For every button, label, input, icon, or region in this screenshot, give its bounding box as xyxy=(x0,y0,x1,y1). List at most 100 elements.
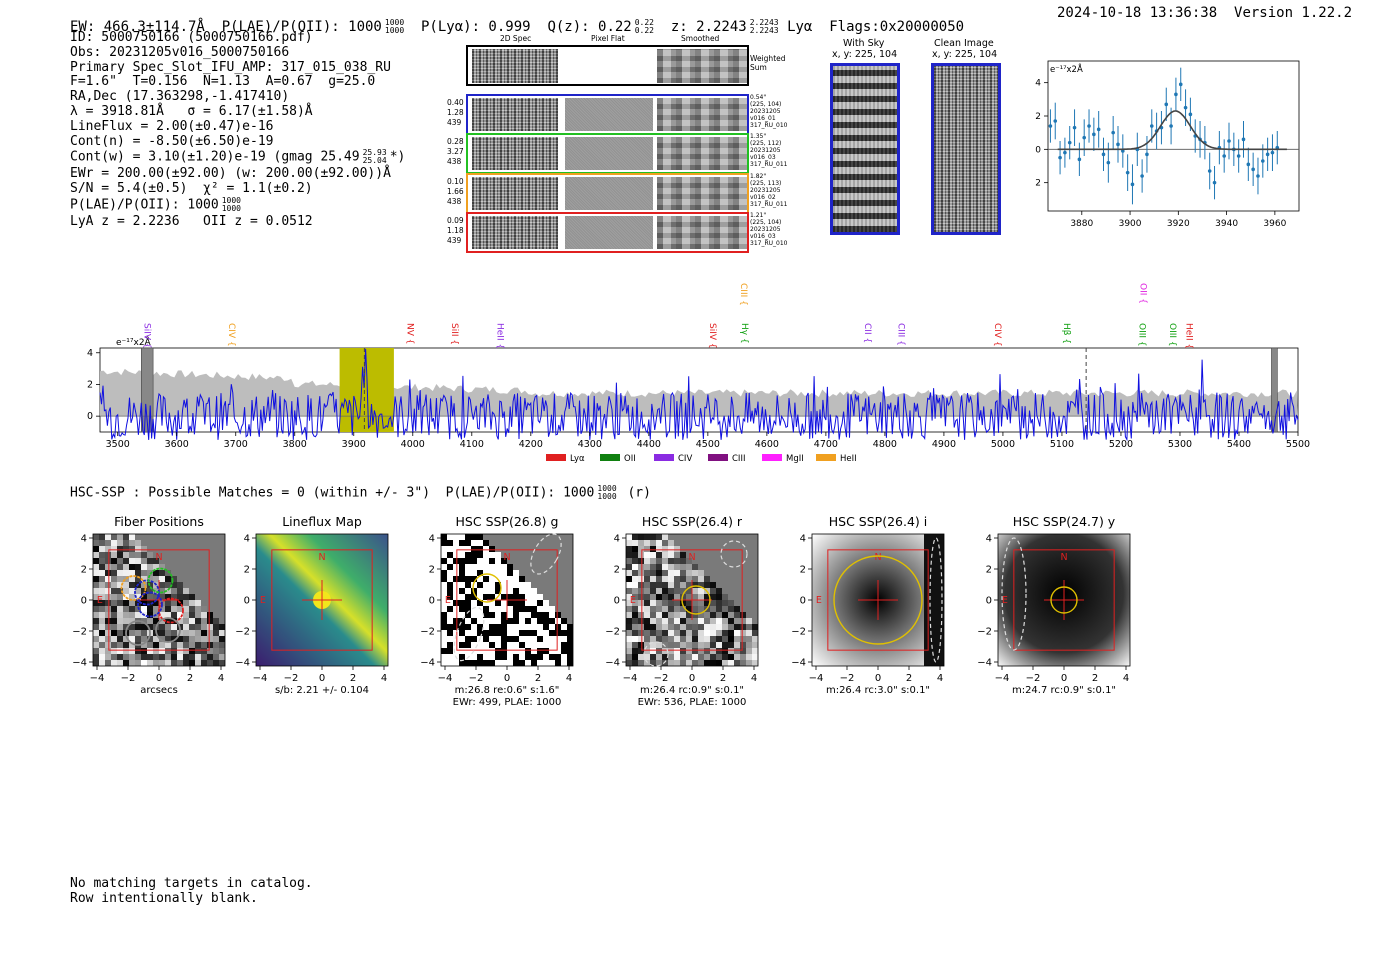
pixel xyxy=(189,660,195,666)
pixel xyxy=(519,648,525,654)
pixel xyxy=(453,552,459,558)
pixel xyxy=(525,660,531,666)
pixel xyxy=(555,624,561,630)
data-point xyxy=(1251,167,1255,172)
pixel xyxy=(662,552,668,558)
pixel xyxy=(662,660,668,666)
pixel xyxy=(483,564,489,570)
pixel xyxy=(213,624,219,630)
pixel xyxy=(459,642,465,648)
pixel xyxy=(141,558,147,564)
pixel xyxy=(704,630,710,636)
pixel xyxy=(698,636,704,642)
pixel xyxy=(207,660,213,666)
pixel xyxy=(207,624,213,630)
pixel xyxy=(549,636,555,642)
pixel xyxy=(662,594,668,600)
pixel xyxy=(704,660,710,666)
gmag-sup: 25.93 xyxy=(362,148,387,158)
pixel xyxy=(165,612,171,618)
pixel xyxy=(141,648,147,654)
line-marker: CIII { xyxy=(738,283,748,306)
pixel xyxy=(441,552,447,558)
pixel xyxy=(135,594,141,600)
pixel xyxy=(117,642,123,648)
pixel xyxy=(567,648,573,654)
pixel xyxy=(123,606,129,612)
pixel xyxy=(99,642,105,648)
pixel xyxy=(141,582,147,588)
pixel xyxy=(698,630,704,636)
pixel xyxy=(495,648,501,654)
pixel xyxy=(459,552,465,558)
pixel xyxy=(465,588,471,594)
pixel xyxy=(543,654,549,660)
pixel xyxy=(453,630,459,636)
pixel xyxy=(525,594,531,600)
line-marker: CIV { xyxy=(226,323,236,347)
pixel xyxy=(698,594,704,600)
pixel xyxy=(153,600,159,606)
pixel xyxy=(489,648,495,654)
pixel xyxy=(513,570,519,576)
cutout-stats: 0.09 1.18 439 xyxy=(447,216,464,246)
plot-frame xyxy=(1047,60,1300,212)
cutout-stat: 438 xyxy=(447,197,462,206)
pixel xyxy=(171,660,177,666)
pixel xyxy=(213,618,219,624)
pixel xyxy=(525,588,531,594)
cutout-stat: 1.18 xyxy=(447,226,464,235)
pixel xyxy=(495,630,501,636)
pixel xyxy=(626,570,632,576)
pixel xyxy=(105,582,111,588)
pixel xyxy=(698,624,704,630)
pixel xyxy=(147,594,153,600)
pixel xyxy=(471,618,477,624)
data-point xyxy=(1048,124,1053,128)
pixel xyxy=(567,660,573,666)
pixel xyxy=(147,618,153,624)
pixel xyxy=(129,570,135,576)
compass-east: E xyxy=(97,595,103,606)
pixel xyxy=(722,642,728,648)
y-tick-label: −2 xyxy=(235,627,250,638)
pixel xyxy=(441,588,447,594)
line-marker-label: OII { xyxy=(1138,283,1148,304)
pixel xyxy=(153,576,159,582)
pixel xyxy=(489,618,495,624)
pixel xyxy=(171,588,177,594)
pixel xyxy=(644,588,650,594)
pixel xyxy=(465,576,471,582)
pixel xyxy=(686,576,692,582)
pixel xyxy=(177,606,183,612)
pixel xyxy=(477,588,483,594)
x-tick-label: −2 xyxy=(469,673,484,684)
hsc-plae-sup: 1000 xyxy=(597,484,617,493)
x-tick-label: −4 xyxy=(809,673,824,684)
pixel xyxy=(632,534,638,540)
pixel xyxy=(501,600,507,606)
pixel xyxy=(692,618,698,624)
y-tick-label: −2 xyxy=(1035,179,1041,189)
pixel xyxy=(507,618,513,624)
data-point xyxy=(1072,125,1077,130)
pixel xyxy=(507,606,513,612)
x-tick-label: −2 xyxy=(1026,673,1041,684)
pixel xyxy=(453,618,459,624)
pixel xyxy=(567,636,573,642)
pixel xyxy=(99,582,105,588)
pixel xyxy=(99,570,105,576)
cutout-row xyxy=(466,173,749,214)
line-marker-label: SiIV { xyxy=(141,323,151,349)
pixel xyxy=(441,582,447,588)
pixel xyxy=(513,582,519,588)
pixel xyxy=(159,624,165,630)
pixel xyxy=(668,630,674,636)
pixel xyxy=(668,660,674,666)
y-unit-label: e⁻¹⁷x2Å xyxy=(1050,63,1083,75)
pixel xyxy=(650,600,656,606)
pixel xyxy=(147,648,153,654)
pixel xyxy=(710,660,716,666)
pixel xyxy=(489,630,495,636)
pixel xyxy=(704,648,710,654)
